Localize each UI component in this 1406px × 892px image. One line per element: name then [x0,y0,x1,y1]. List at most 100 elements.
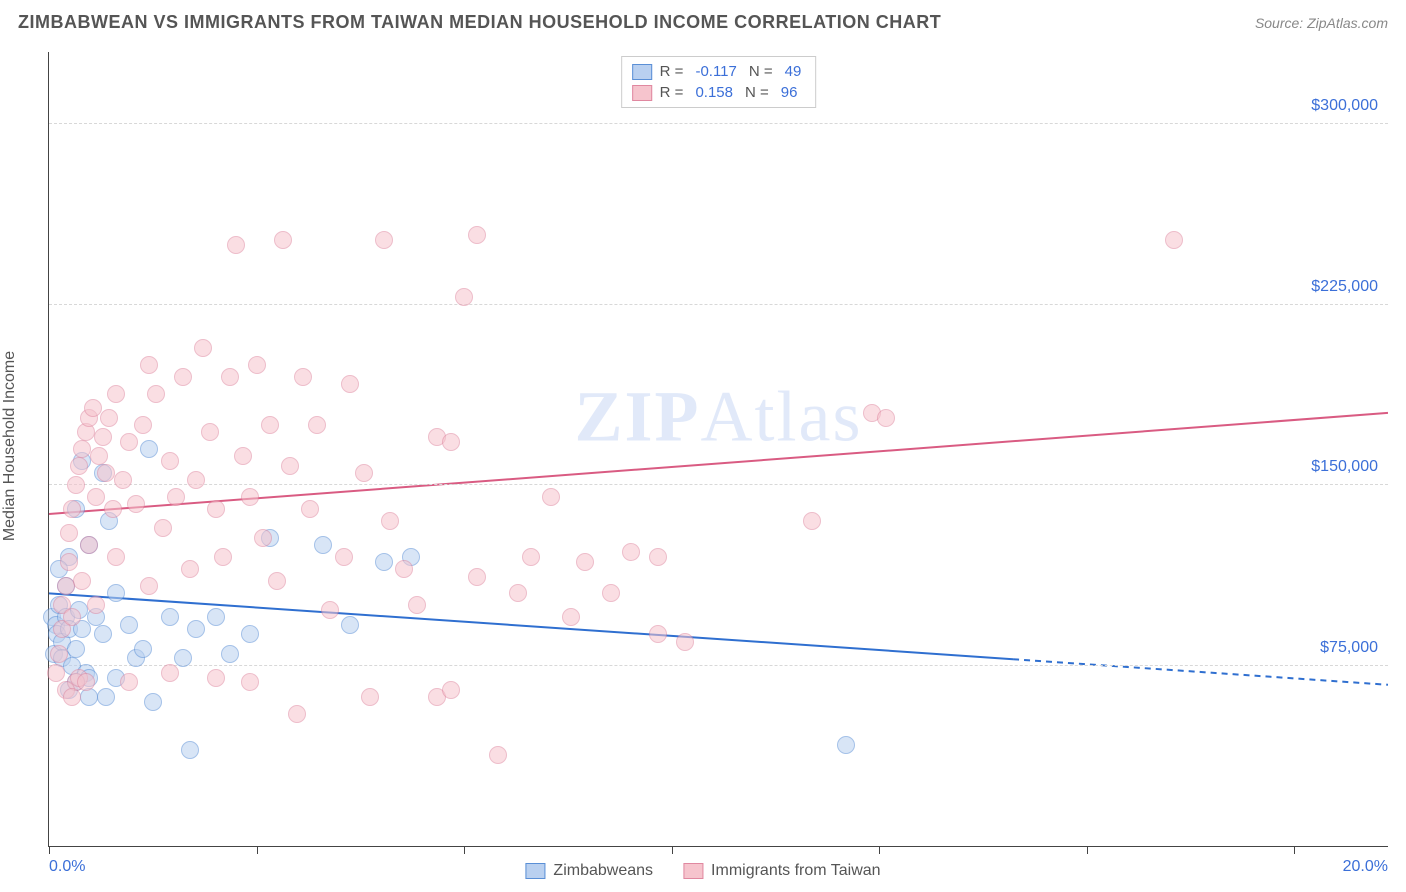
data-point [67,476,85,494]
data-point [67,640,85,658]
gridline [49,484,1388,485]
data-point [649,625,667,643]
y-tick-label: $75,000 [1320,639,1378,657]
legend-label: Immigrants from Taiwan [711,862,881,880]
swatch-icon [683,863,703,879]
data-point [468,226,486,244]
data-point [542,488,560,506]
data-point [120,433,138,451]
data-point [241,673,259,691]
data-point [221,645,239,663]
data-point [114,471,132,489]
chart-title: ZIMBABWEAN VS IMMIGRANTS FROM TAIWAN MED… [18,12,941,33]
data-point [207,669,225,687]
data-point [47,664,65,682]
data-point [167,488,185,506]
data-point [187,471,205,489]
x-tick [879,846,880,854]
legend-item-zimbabwe: Zimbabweans [525,862,653,880]
data-point [254,529,272,547]
data-point [50,645,68,663]
series-legend: Zimbabweans Immigrants from Taiwan [525,862,880,880]
legend-row-taiwan: R = 0.158 N = 96 [632,82,806,103]
data-point [161,452,179,470]
data-point [63,688,81,706]
watermark: ZIPAtlas [574,376,862,459]
data-point [375,553,393,571]
data-point [194,339,212,357]
legend-label: Zimbabweans [553,862,653,880]
data-point [94,625,112,643]
data-point [187,620,205,638]
data-point [408,596,426,614]
data-point [381,512,399,530]
data-point [80,536,98,554]
data-point [57,577,75,595]
data-point [837,736,855,754]
data-point [562,608,580,626]
data-point [100,409,118,427]
data-point [509,584,527,602]
data-point [134,416,152,434]
data-point [489,746,507,764]
data-point [248,356,266,374]
scatter-chart: ZIPAtlas R = -0.117 N = 49 R = 0.158 N =… [48,52,1388,847]
data-point [174,649,192,667]
gridline [49,123,1388,124]
data-point [77,673,95,691]
r-value: 0.158 [691,84,737,101]
data-point [140,440,158,458]
y-tick-label: $225,000 [1311,278,1378,296]
data-point [94,428,112,446]
data-point [395,560,413,578]
data-point [301,500,319,518]
data-point [355,464,373,482]
data-point [60,553,78,571]
x-tick-label: 20.0% [1343,858,1388,876]
data-point [144,693,162,711]
data-point [234,447,252,465]
data-point [241,488,259,506]
data-point [87,488,105,506]
data-point [87,596,105,614]
data-point [154,519,172,537]
data-point [442,433,460,451]
y-tick-label: $300,000 [1311,97,1378,115]
data-point [803,512,821,530]
x-tick [49,846,50,854]
data-point [622,543,640,561]
x-tick [1087,846,1088,854]
data-point [120,673,138,691]
data-point [84,399,102,417]
data-point [455,288,473,306]
data-point [442,681,460,699]
data-point [522,548,540,566]
x-tick [1294,846,1295,854]
data-point [201,423,219,441]
y-axis-label: Median Household Income [1,351,19,541]
source-label: Source: ZipAtlas.com [1255,15,1388,31]
data-point [181,560,199,578]
data-point [214,548,232,566]
data-point [140,356,158,374]
data-point [1165,231,1183,249]
data-point [63,500,81,518]
x-tick [257,846,258,854]
data-point [207,608,225,626]
data-point [161,664,179,682]
data-point [127,495,145,513]
data-point [134,640,152,658]
data-point [649,548,667,566]
legend-item-taiwan: Immigrants from Taiwan [683,862,881,880]
data-point [120,616,138,634]
n-value: 96 [777,84,802,101]
data-point [468,568,486,586]
data-point [90,447,108,465]
data-point [221,368,239,386]
data-point [97,464,115,482]
x-tick-label: 0.0% [49,858,85,876]
data-point [877,409,895,427]
data-point [576,553,594,571]
x-tick [672,846,673,854]
r-label: R = [660,84,684,101]
